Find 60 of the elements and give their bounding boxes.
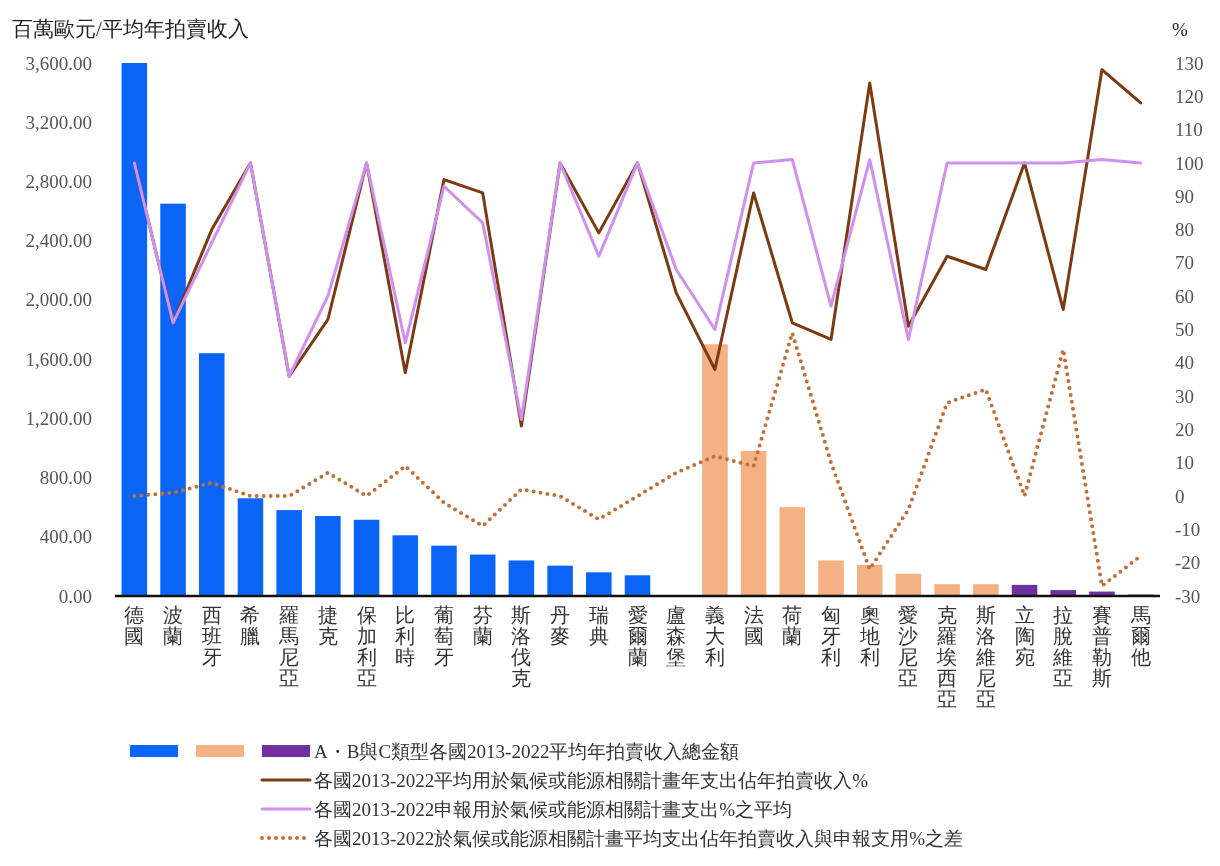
x-tick-label: 奧地利	[858, 604, 880, 668]
x-tick-label: 西班牙	[201, 604, 222, 668]
y-tick-label: 400.00	[39, 526, 92, 548]
y-tick-label: 2,400.00	[25, 230, 92, 252]
x-tick-label: 愛沙尼亞	[898, 604, 919, 689]
y2-tick-label: 40	[1175, 352, 1194, 374]
y2-tick-label: 30	[1175, 385, 1194, 407]
x-tick-label: 保加利亞	[356, 604, 377, 689]
x-tick-label: 克羅埃西亞	[936, 604, 958, 710]
y-tick-label: 2,800.00	[25, 171, 92, 193]
y2-tick-label: 100	[1175, 152, 1204, 174]
x-tick-label: 拉脫維亞	[1052, 604, 1074, 689]
x-tick-label: 捷克	[317, 604, 338, 647]
x-tick-label: 芬蘭	[472, 604, 493, 647]
y-tick-label: 3,200.00	[25, 111, 92, 133]
x-tick-label: 愛爾蘭	[627, 604, 648, 668]
y-tick-label: 0.00	[58, 585, 92, 607]
y-tick-label: 2,000.00	[25, 289, 92, 311]
x-tick-label: 葡萄牙	[433, 604, 454, 668]
x-tick-label: 德國	[124, 604, 145, 647]
y2-tick-label: -10	[1175, 518, 1201, 540]
x-tick-label: 義大利	[704, 604, 725, 668]
y-tick-label: 800.00	[39, 467, 92, 489]
x-tick-label: 斯洛維尼亞	[974, 604, 996, 710]
y2-tick-label: 10	[1175, 452, 1194, 474]
x-tick-label: 波蘭	[163, 604, 184, 647]
y-axis-title: 百萬歐元/平均年拍賣收入	[12, 17, 249, 41]
x-tick-label: 斯洛伐克	[511, 604, 532, 689]
x-tick-label: 法國	[743, 604, 764, 647]
x-tick-label: 匈牙利	[821, 604, 842, 668]
y-tick-label: 1,600.00	[25, 348, 92, 370]
y2-tick-label: -20	[1175, 552, 1201, 574]
y2-tick-label: 90	[1175, 185, 1194, 207]
y2-tick-label: 110	[1175, 119, 1203, 141]
x-tick-label: 立陶宛	[1014, 604, 1035, 668]
y2-tick-label: -30	[1175, 585, 1201, 607]
x-tick-label: 比利時	[395, 604, 416, 668]
x-tick-label: 羅馬尼亞	[278, 604, 300, 689]
x-tick-label: 荷蘭	[782, 604, 803, 647]
y2-tick-label: 0	[1175, 485, 1185, 507]
y2-tick-label: 50	[1175, 319, 1194, 341]
y2-tick-label: 60	[1175, 285, 1194, 307]
x-tick-label: 希臘	[240, 604, 261, 647]
legend-label: 各國2013-2022於氣候或能源相關計畫平均支出佔年拍賣收入與申報支用%之差	[314, 828, 964, 849]
y2-tick-label: 20	[1175, 419, 1194, 441]
y2-tick-label: 70	[1175, 252, 1194, 274]
x-tick-label: 丹麥	[550, 604, 571, 647]
legend-label: 各國2013-2022平均用於氣候或能源相關計畫年支出佔年拍賣收入%	[314, 770, 869, 791]
legend-label: 各國2013-2022申報用於氣候或能源相關計畫支出%之平均	[314, 799, 793, 820]
y-tick-label: 3,600.00	[25, 52, 92, 74]
y2-axis-title: %	[1172, 19, 1188, 40]
x-tick-label: 盧森堡	[666, 604, 687, 668]
x-tick-label: 瑞典	[588, 604, 609, 647]
y-tick-label: 1,200.00	[25, 407, 92, 429]
x-tick-label: 馬爾他	[1129, 604, 1151, 668]
x-tick-label: 賽普勒斯	[1091, 604, 1112, 689]
y2-tick-label: 130	[1175, 52, 1204, 74]
y2-tick-label: 120	[1175, 85, 1204, 107]
legend-label: A・B與C類型各國2013-2022平均年拍賣收入總金額	[314, 741, 740, 762]
y2-tick-label: 80	[1175, 219, 1194, 241]
